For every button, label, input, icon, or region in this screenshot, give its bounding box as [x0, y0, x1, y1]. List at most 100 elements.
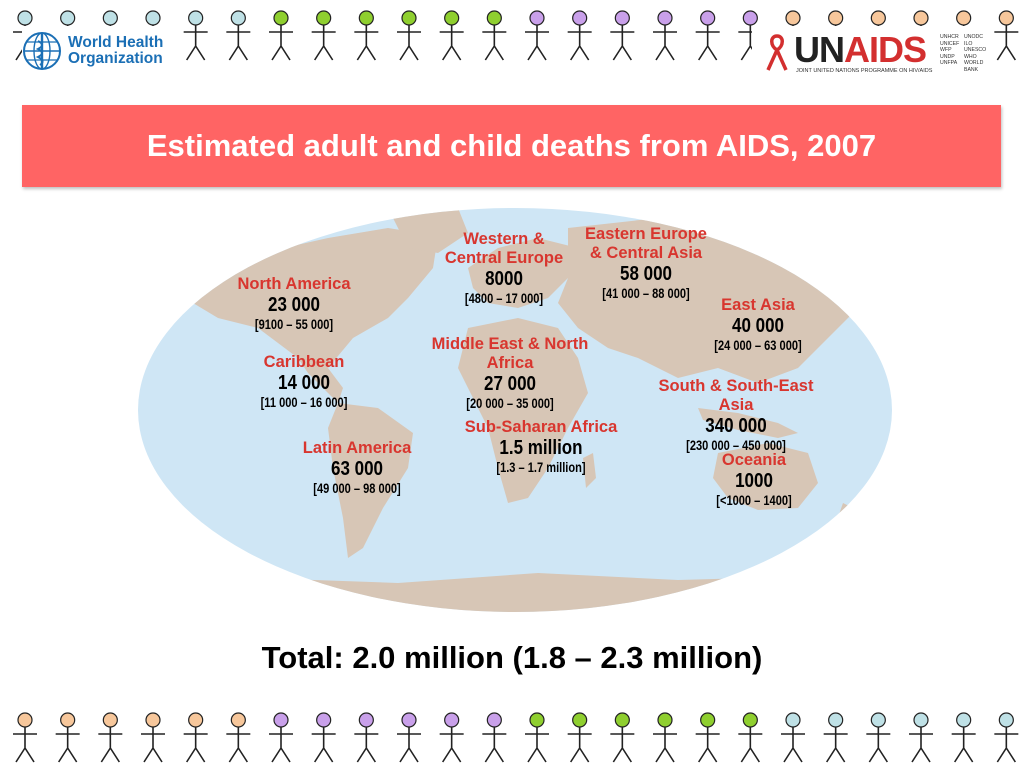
who-name-line2: Organization	[68, 50, 163, 67]
region-value: 23 000	[267, 294, 320, 316]
cosponsor-name: WORLD BANK	[964, 60, 984, 73]
region-eastern-europe-central-asia: Eastern Europe & Central Asia 58 000 [41…	[585, 225, 707, 302]
continent-central-america	[298, 358, 343, 403]
stick-figure-icon	[781, 712, 805, 763]
stick-figure-icon	[653, 712, 677, 763]
stick-figure-icon	[653, 10, 677, 61]
who-logo: World Health Organization	[22, 26, 172, 76]
region-name-line1: Middle East & North	[431, 335, 589, 353]
region-range: [4800 – 17 000]	[464, 291, 544, 306]
continent-madagascar	[583, 453, 596, 488]
title-banner: Estimated adult and child deaths from AI…	[22, 105, 1001, 187]
stick-figure-icon	[525, 712, 549, 763]
region-range: [24 000 – 63 000]	[714, 338, 802, 353]
region-north-america: North America 23 000 [9100 – 55 000]	[237, 275, 350, 333]
continent-greenland	[388, 208, 468, 253]
region-caribbean: Caribbean 14 000 [11 000 – 16 000]	[251, 353, 357, 411]
stick-figure-icon	[567, 10, 592, 61]
stick-figure-icon	[397, 10, 421, 61]
region-name: Latin America	[302, 439, 412, 457]
stick-figure-icon	[439, 10, 464, 61]
stick-figure-icon	[354, 712, 379, 763]
region-oceania: Oceania 1000 [<1000 – 1400]	[708, 451, 800, 509]
region-name-line1: South & South-East	[658, 377, 814, 395]
stick-figure-icon	[610, 712, 635, 763]
region-name-line1: Western &	[463, 230, 545, 248]
continent-south-america	[328, 403, 413, 558]
stick-figure-icon	[994, 10, 1019, 61]
cosponsor-name: UNDP	[940, 53, 955, 60]
stick-figure-icon	[738, 712, 763, 763]
region-name-line2: Africa	[486, 354, 534, 372]
region-value: 1.5 million	[499, 437, 583, 459]
region-range: [20 000 – 35 000]	[466, 396, 554, 411]
red-ribbon-icon	[766, 34, 788, 71]
cosponsor-name: UNHCR	[940, 34, 959, 40]
region-range: [1.3 – 1.7 million]	[496, 460, 586, 475]
region-name: Caribbean	[263, 353, 345, 371]
stick-figure-icon	[866, 712, 891, 763]
stick-figure-icon	[823, 712, 848, 763]
who-name-line1: World Health	[68, 34, 164, 51]
stick-figure-icon	[738, 10, 763, 61]
stick-figure-icon	[909, 712, 933, 763]
stick-figure-icon	[55, 712, 80, 763]
region-value: 8000	[485, 268, 523, 290]
stick-figure-icon	[141, 712, 165, 763]
stick-figures	[13, 712, 1019, 763]
stick-figure-icon	[183, 712, 208, 763]
continent-australia	[713, 443, 818, 510]
stick-figure-icon	[226, 712, 251, 763]
region-value: 340 000	[705, 415, 767, 437]
region-range: [11 000 – 16 000]	[260, 395, 348, 410]
bottom-stick-figure-border	[0, 704, 1024, 766]
region-value: 40 000	[731, 315, 784, 337]
cosponsor-name: UNESCO	[964, 47, 987, 54]
unaids-wordmark: UNAIDS	[794, 29, 927, 70]
stick-figure-icon	[525, 10, 549, 61]
stick-figure-icon	[567, 712, 592, 763]
region-name: North America	[237, 275, 351, 293]
region-value: 27 000	[484, 373, 536, 395]
stick-figure-icon	[354, 10, 379, 61]
region-range: [49 000 – 98 000]	[313, 481, 401, 496]
total-deaths: Total: 2.0 million (1.8 – 2.3 million)	[261, 640, 763, 675]
cosponsor-name: UNICEF	[940, 40, 960, 47]
stick-figure-icon	[397, 712, 421, 763]
who-emblem-icon	[23, 32, 61, 70]
region-value: 58 000	[619, 263, 672, 285]
region-value: 1000	[735, 470, 773, 492]
stick-figure-icon	[994, 712, 1019, 763]
region-name-line1: Eastern Europe	[585, 225, 707, 243]
cosponsor-name: UNODC	[964, 34, 984, 40]
stick-figure-icon	[951, 712, 976, 763]
stick-figure-icon	[269, 10, 293, 61]
unaids-logo: UNAIDS JOINT UNITED NATIONS PROGRAMME ON…	[752, 26, 992, 78]
region-value: 63 000	[331, 458, 383, 480]
stick-figure-icon	[269, 712, 293, 763]
region-name: Sub-Saharan Africa	[464, 418, 618, 436]
region-name-line2: & Central Asia	[589, 244, 703, 262]
region-middle-east-north-africa: Middle East & North Africa 27 000 [20 00…	[432, 335, 589, 412]
continent-antarctica	[138, 573, 892, 612]
region-sub-saharan-africa: Sub-Saharan Africa 1.5 million [1.3 – 1.…	[465, 418, 618, 476]
stick-figure-icon	[695, 712, 720, 763]
unaids-tagline: JOINT UNITED NATIONS PROGRAMME ON HIV/AI…	[796, 68, 933, 74]
region-latin-america: Latin America 63 000 [49 000 – 98 000]	[303, 439, 412, 497]
stick-figure-icon	[439, 712, 464, 763]
stick-figure-icon	[695, 10, 720, 61]
continent-africa	[458, 318, 588, 503]
continent-indonesia	[698, 408, 798, 438]
stick-figure-icon	[482, 712, 507, 763]
stick-figure-icon	[482, 10, 507, 61]
region-name: East Asia	[721, 296, 795, 314]
unaids-cosponsors: UNHCR UNODC UNICEF ILO WFP UNESCO UNDP WHO UNFPA…	[940, 34, 990, 74]
region-range: [41 000 – 88 000]	[602, 286, 690, 301]
stick-figure-icon	[311, 10, 336, 61]
region-range: [9100 – 55 000]	[254, 317, 334, 332]
region-value: 14 000	[277, 372, 330, 394]
world-map	[138, 208, 892, 612]
stick-figure-icon	[610, 10, 635, 61]
page-title: Estimated adult and child deaths from AI…	[146, 128, 877, 163]
cosponsor-name: ILO	[964, 40, 973, 47]
